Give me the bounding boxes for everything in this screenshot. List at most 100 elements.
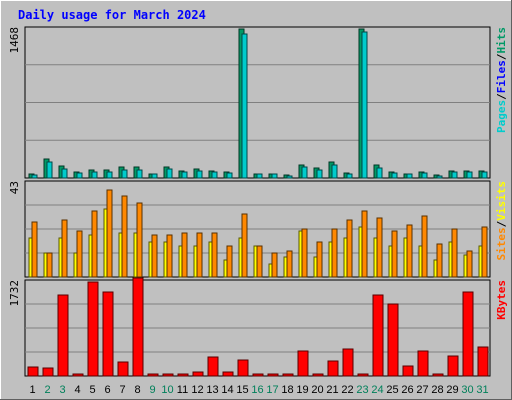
bar-hits-files-day-6: [106, 171, 113, 179]
bar-hits-files-day-30: [466, 171, 473, 179]
x-tick-label-day-26: 26: [401, 384, 413, 396]
x-tick-label-day-29: 29: [446, 384, 458, 396]
x-tick-label-day-8: 8: [134, 384, 140, 396]
x-tick-label-day-1: 1: [29, 384, 35, 396]
bar-visits-sites-day-16: [256, 245, 263, 278]
bar-kbytes-kbytes-day-3: [57, 294, 69, 377]
x-tick-label-day-24: 24: [371, 384, 383, 396]
bar-kbytes-kbytes-day-30: [462, 291, 474, 377]
x-tick-label-day-19: 19: [296, 384, 308, 396]
bar-kbytes-kbytes-day-7: [117, 361, 129, 377]
bar-kbytes-kbytes-day-31: [477, 346, 489, 377]
bar-kbytes-kbytes-day-9: [147, 373, 159, 377]
bar-hits-files-day-7: [121, 169, 128, 179]
bar-kbytes-kbytes-day-22: [342, 348, 354, 377]
bar-hits-files-day-13: [211, 171, 218, 179]
bar-hits-files-day-20: [316, 169, 323, 179]
bar-visits-sites-day-12: [196, 232, 203, 278]
bar-visits-sites-day-21: [331, 228, 338, 278]
bar-visits-sites-day-3: [61, 219, 68, 278]
bar-visits-sites-day-6: [106, 189, 113, 278]
x-tick-label-day-16: 16: [251, 384, 263, 396]
bar-visits-sites-day-27: [421, 215, 428, 278]
bar-hits-files-day-27: [421, 172, 428, 179]
bar-visits-sites-day-5: [91, 210, 98, 278]
bar-hits-files-day-3: [61, 168, 68, 179]
bar-kbytes-kbytes-day-2: [42, 367, 54, 377]
x-tick-label-day-23: 23: [356, 384, 368, 396]
bar-hits-files-day-11: [181, 171, 188, 179]
x-tick-label-day-22: 22: [341, 384, 353, 396]
bar-visits-sites-day-13: [211, 232, 218, 278]
bar-kbytes-kbytes-day-28: [432, 373, 444, 377]
bar-kbytes-kbytes-day-6: [102, 291, 114, 377]
x-tick-label-day-17: 17: [266, 384, 278, 396]
bar-kbytes-kbytes-day-10: [162, 373, 174, 377]
bar-visits-sites-day-19: [301, 228, 308, 278]
bar-visits-sites-day-1: [31, 221, 38, 278]
bar-kbytes-kbytes-day-4: [72, 373, 84, 377]
bar-kbytes-kbytes-day-25: [387, 303, 399, 377]
bar-hits-files-day-22: [346, 173, 353, 179]
legend-entry-kbytes: KBytes: [495, 280, 508, 320]
bar-hits-files-day-19: [301, 166, 308, 179]
bar-visits-sites-day-29: [451, 228, 458, 278]
x-tick-label-day-11: 11: [177, 384, 188, 396]
bar-hits-files-day-26: [406, 173, 413, 179]
bar-visits-sites-day-24: [376, 217, 383, 278]
bar-visits-sites-day-10: [166, 234, 173, 278]
bar-kbytes-kbytes-day-17: [267, 373, 279, 377]
bar-kbytes-kbytes-day-27: [417, 350, 429, 377]
bar-hits-files-day-9: [151, 173, 158, 179]
legend-entry-hits: Hits: [495, 27, 508, 54]
bar-hits-files-day-5: [91, 171, 98, 179]
x-tick-label-day-7: 7: [119, 384, 125, 396]
bar-hits-files-day-4: [76, 172, 83, 179]
bar-kbytes-kbytes-day-23: [357, 373, 369, 377]
legend-separator: /: [495, 220, 508, 227]
bar-kbytes-kbytes-day-21: [327, 360, 339, 377]
bar-kbytes-kbytes-day-15: [237, 359, 249, 377]
bar-visits-sites-day-8: [136, 202, 143, 278]
bar-kbytes-kbytes-day-5: [87, 281, 99, 377]
legend-entry-files: Files: [495, 60, 508, 93]
bar-hits-files-day-14: [226, 172, 233, 179]
bar-hits-files-day-12: [196, 170, 203, 179]
x-tick-label-day-12: 12: [191, 384, 203, 396]
x-tick-label-day-20: 20: [311, 384, 323, 396]
bar-hits-files-day-1: [31, 174, 38, 179]
x-tick-label-day-15: 15: [236, 384, 248, 396]
y-max-label-visits: 43: [8, 181, 21, 194]
x-tick-label-day-27: 27: [416, 384, 428, 396]
bar-kbytes-kbytes-day-1: [27, 366, 39, 377]
bar-hits-files-day-25: [391, 172, 398, 179]
bar-visits-sites-day-4: [76, 230, 83, 278]
bar-hits-files-day-18: [286, 175, 293, 179]
bar-visits-sites-day-9: [151, 234, 158, 278]
bar-kbytes-kbytes-day-26: [402, 365, 414, 377]
legend-entry-sites: Sites: [495, 227, 508, 260]
bar-visits-sites-day-28: [436, 243, 443, 278]
bar-hits-files-day-21: [331, 164, 338, 179]
x-tick-label-day-14: 14: [221, 384, 233, 396]
panel-visits: 43 Sites/Visits: [8, 180, 508, 278]
x-tick-label-day-5: 5: [89, 384, 95, 396]
x-tick-label-day-28: 28: [431, 384, 443, 396]
bar-visits-sites-day-23: [361, 210, 368, 278]
x-tick-label-day-18: 18: [281, 384, 293, 396]
bar-kbytes-kbytes-day-8: [132, 277, 144, 377]
legend-visits: Sites/Visits: [495, 181, 508, 261]
x-tick-label-day-9: 9: [149, 384, 155, 396]
x-tick-label-day-25: 25: [386, 384, 398, 396]
x-tick-label-day-30: 30: [461, 384, 473, 396]
x-tick-label-day-2: 2: [44, 384, 50, 396]
bar-visits-sites-day-7: [121, 195, 128, 278]
x-tick-label-day-21: 21: [326, 384, 338, 396]
chart-title: Daily usage for March 2024: [18, 8, 206, 22]
legend-kbytes: KBytes: [495, 280, 508, 320]
x-tick-label-day-3: 3: [59, 384, 65, 396]
bar-visits-sites-day-25: [391, 230, 398, 278]
y-max-label-kbytes: 1732: [8, 280, 21, 307]
bar-visits-sites-day-30: [466, 250, 473, 278]
bar-kbytes-kbytes-day-16: [252, 373, 264, 377]
